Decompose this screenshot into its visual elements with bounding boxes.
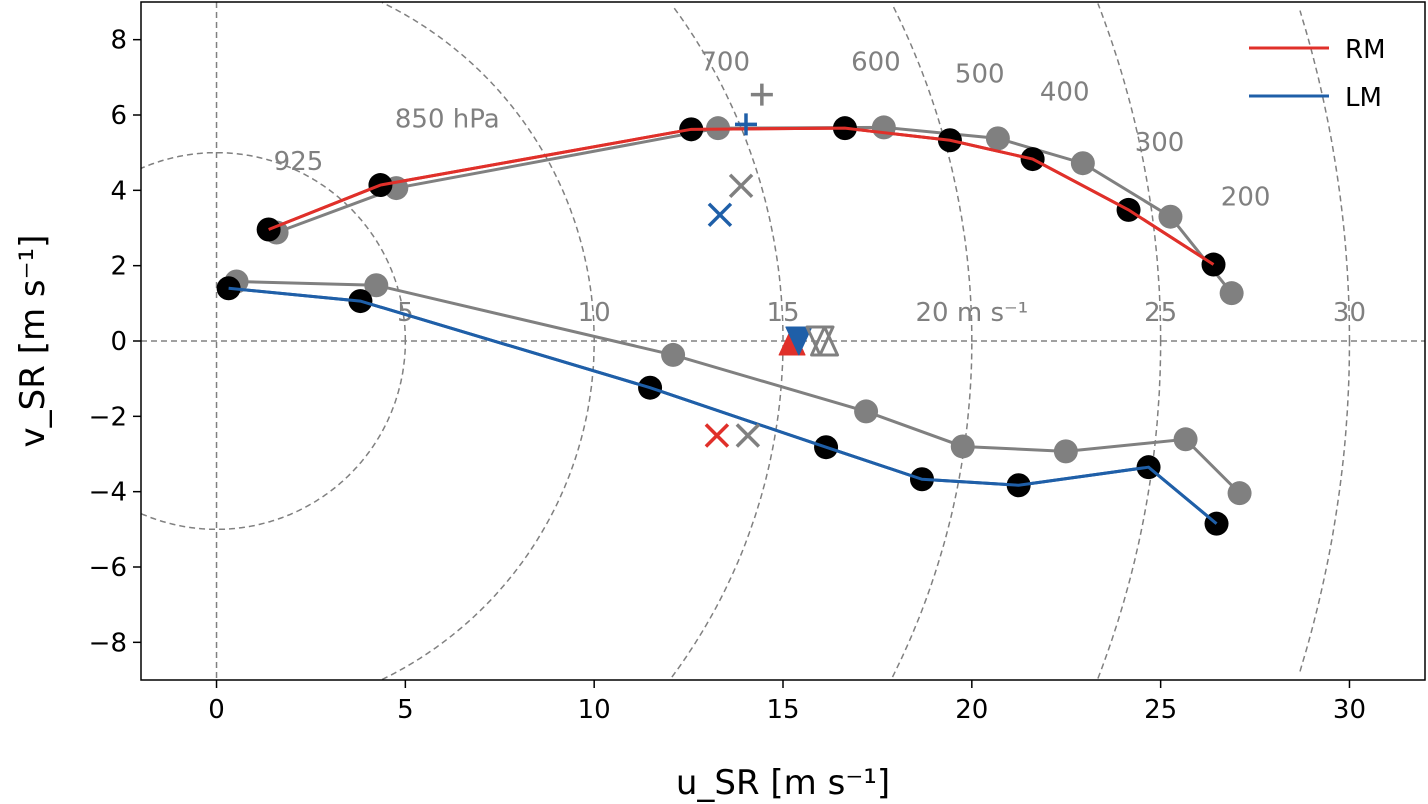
hodograph-point [1053,439,1078,464]
cross-marker [735,423,761,448]
y-tick-label: 2 [110,252,127,282]
hodograph-point [854,399,879,424]
pressure-label: 200 [1221,183,1271,213]
y-tick-label: 8 [110,26,127,56]
y-tick-label: 6 [110,101,127,131]
y-tick-label: −4 [89,478,127,508]
cross-marker [704,423,730,448]
pressure-label: 700 [700,48,750,78]
y-tick-label: −8 [89,628,127,658]
hodograph-lines [216,115,1252,536]
y-tick-label: 4 [110,176,127,206]
range-ring [671,4,784,678]
hodograph-line-rm-overlay [268,126,1215,266]
pressure-label: 600 [851,48,901,78]
legend-label-rm: RM [1345,35,1386,65]
plus-marker [750,83,773,106]
hodograph-point [950,434,975,459]
hodograph-point [1070,151,1095,176]
triangle-down-marker [805,325,835,357]
x-tick-label: 25 [1144,695,1177,725]
triangle-down-marker [785,326,813,356]
triangle-up-marker [810,325,840,357]
x-tick-label: 10 [578,695,611,725]
range-ring [1299,10,1351,672]
x-axis-label: u_SR [m s⁻¹] [676,763,890,803]
pressure-label: 500 [955,60,1005,90]
hodograph-line-gray [276,125,1233,295]
ring-label: 10 [578,298,611,328]
pressure-label: 300 [1135,128,1185,158]
y-axis-ticks: −8 −6 −4 −2 0 2 4 6 8 [89,26,141,658]
ring-label: 15 [766,298,799,328]
hodograph-line-lm [228,286,1218,525]
pressure-labels: 925 850 hPa 700 600 500 400 300 200 [274,48,1271,213]
range-ring [891,4,973,678]
range-ring [381,2,595,680]
y-tick-label: 0 [110,327,127,357]
x-axis-ticks: 0 5 10 15 20 25 30 [208,680,1366,725]
hodograph-point [1219,281,1244,306]
ring-label: 25 [1144,298,1177,328]
range-ring [141,151,407,531]
pressure-label: 850 hPa [395,104,500,134]
hodograph-point [1173,427,1198,452]
x-tick-label: 15 [766,695,799,725]
zero-axes [141,2,1425,680]
hodograph-point [871,115,896,140]
x-tick-label: 30 [1333,695,1366,725]
hodograph-point [985,126,1010,151]
pressure-label: 400 [1040,78,1090,108]
hodograph-line-rm [268,126,1215,266]
hodograph-point [661,342,686,367]
range-rings [141,2,1351,680]
x-tick-label: 5 [397,695,414,725]
ring-label: 30 [1333,298,1366,328]
ring-label: 20 m s⁻¹ [916,298,1029,328]
x-tick-label: 0 [208,695,225,725]
range-ring [1097,3,1162,679]
legend-label-lm: LM [1345,83,1382,113]
cross-marker [728,173,754,199]
pressure-label: 925 [274,147,324,177]
storm-motion-markers [704,83,840,448]
hodograph-point [364,273,389,298]
hodograph-line-gray [236,279,1241,495]
cross-marker [707,202,733,228]
x-tick-label: 20 [955,695,988,725]
y-tick-label: −6 [89,553,127,583]
legend: RM LM [1249,35,1386,113]
plus-marker [734,113,757,136]
hodograph-point [1227,481,1252,506]
y-tick-label: −2 [89,402,127,432]
y-axis-label: v_SR [m s⁻¹] [13,235,53,448]
ring-labels: 5 10 15 20 m s⁻¹ 25 30 [397,298,1366,328]
hodograph-point [1158,204,1183,229]
hodograph-line-lm-overlay [228,286,1218,525]
